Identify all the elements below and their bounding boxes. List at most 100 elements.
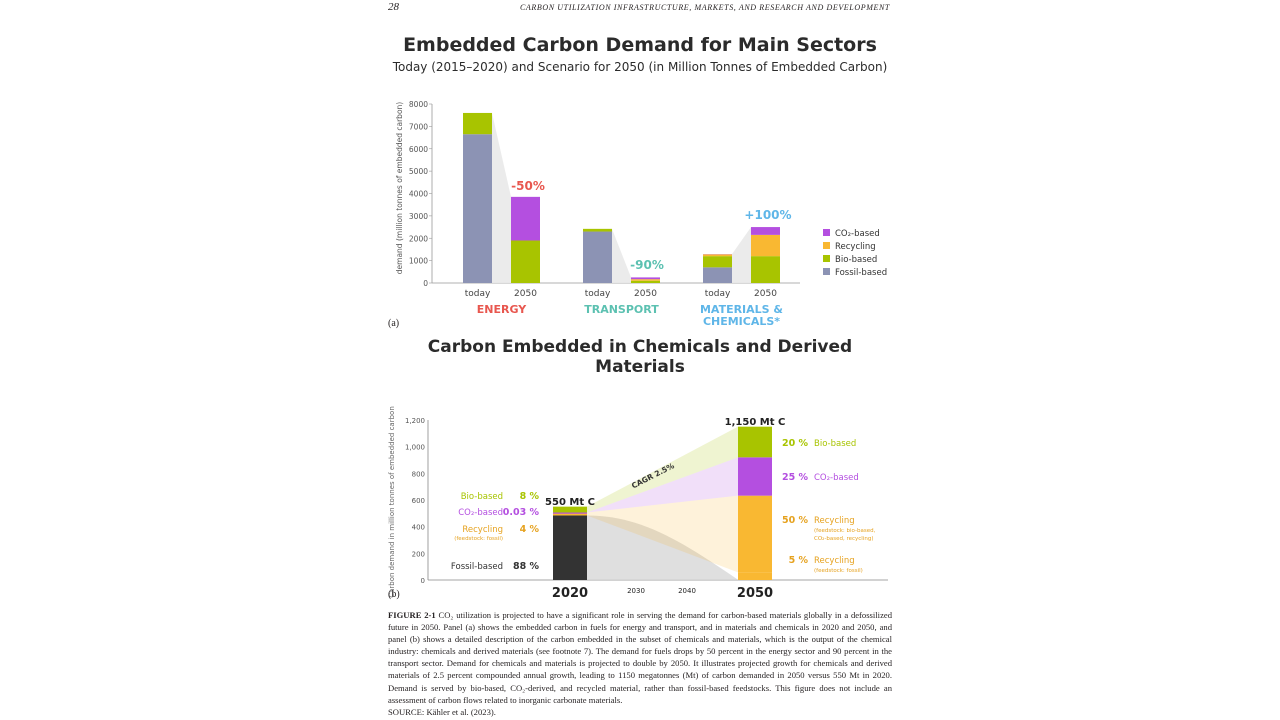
segment-pct-2020: 0.03 % xyxy=(503,507,540,518)
y-axis-label: demand (million tonnes of embedded carbo… xyxy=(395,102,404,275)
y-axis-label: Carbon demand in million tonnes of embed… xyxy=(388,406,396,598)
segment-label-2020: Recycling xyxy=(462,525,503,535)
bar-segment xyxy=(703,267,732,283)
caption-source: SOURCE: Kähler et al. (2023). xyxy=(388,706,496,717)
legend-label: Recycling xyxy=(835,242,876,252)
y-tick-label: 600 xyxy=(412,497,425,505)
segment-label-2020: Bio-based xyxy=(461,492,503,502)
legend-swatch xyxy=(823,242,830,249)
y-tick-label: 7000 xyxy=(409,122,428,131)
x-tick-label: today xyxy=(705,289,731,299)
total-2020: 550 Mt C xyxy=(545,497,595,508)
y-tick-label: 4000 xyxy=(409,190,428,199)
page-number: 28 xyxy=(388,1,399,13)
bar-segment xyxy=(751,234,780,257)
bar-segment xyxy=(631,277,660,280)
y-tick-label: 1,200 xyxy=(405,417,425,425)
y-tick-label: 400 xyxy=(412,524,425,532)
x-tick-label: 2030 xyxy=(627,587,645,595)
segment-label-2020: Fossil-based xyxy=(451,562,503,572)
total-2050: 1,150 Mt C xyxy=(725,417,786,428)
transition-fan xyxy=(492,112,511,283)
x-tick-label: 2020 xyxy=(552,586,588,601)
y-tick-label: 2000 xyxy=(409,234,428,243)
bar-2050-segment xyxy=(738,495,772,573)
change-label: +100% xyxy=(744,208,791,222)
bar-segment xyxy=(703,254,732,257)
transition-fan xyxy=(612,228,631,283)
bar-2050-segment xyxy=(738,457,772,496)
x-tick-label: today xyxy=(585,289,611,299)
caption-lead: FIGURE 2-1 xyxy=(388,610,436,620)
x-tick-label: 2050 xyxy=(737,586,773,601)
legend-label: Bio-based xyxy=(835,255,877,265)
x-tick-label: 2040 xyxy=(678,587,696,595)
segment-pct-2050: 50 % xyxy=(782,515,809,526)
x-tick-label: 2050 xyxy=(634,289,657,299)
bar-segment xyxy=(751,256,780,283)
segment-sub-2020: (feedstock: fossil) xyxy=(454,536,503,542)
group-label: MATERIALS & xyxy=(700,303,783,316)
bar-segment xyxy=(511,240,540,283)
group-label: TRANSPORT xyxy=(584,303,659,316)
segment-pct-2050: 5 % xyxy=(789,555,809,566)
segment-label-2020: CO₂-based xyxy=(458,508,503,518)
x-tick-label: 2050 xyxy=(514,289,537,299)
bar-segment xyxy=(703,256,732,268)
bar-2020-segment xyxy=(553,512,587,514)
segment-label-2050: CO₂-based xyxy=(814,473,859,483)
legend-swatch xyxy=(823,229,830,236)
x-tick-label: today xyxy=(465,289,491,299)
y-tick-label: 1,000 xyxy=(405,444,425,452)
group-label: ENERGY xyxy=(477,303,527,316)
segment-label-2050: Bio-based xyxy=(814,439,856,449)
bar-segment xyxy=(631,279,660,281)
segment-label-2050: Recycling xyxy=(814,516,855,526)
running-title: CARBON UTILIZATION INFRASTRUCTURE, MARKE… xyxy=(520,3,890,12)
legend-swatch xyxy=(823,268,830,275)
y-tick-label: 3000 xyxy=(409,212,428,221)
y-tick-label: 800 xyxy=(412,470,425,478)
group-label: CHEMICALS* xyxy=(703,315,780,328)
segment-label-2050: Recycling xyxy=(814,556,855,566)
segment-sub-2050: (feedstock: bio-based, xyxy=(814,528,876,534)
flow-band xyxy=(587,457,738,513)
panel-a-subtitle: Today (2015–2020) and Scenario for 2050 … xyxy=(392,60,888,74)
segment-pct-2020: 8 % xyxy=(520,491,540,502)
bar-segment xyxy=(751,227,780,235)
bar-segment xyxy=(583,231,612,283)
segment-pct-2020: 4 % xyxy=(520,524,540,535)
flow-band xyxy=(587,495,738,573)
y-tick-label: 1000 xyxy=(409,257,428,266)
bar-segment xyxy=(511,196,540,241)
change-label: -50% xyxy=(511,179,545,193)
bar-segment xyxy=(631,280,660,283)
bar-2050-segment xyxy=(738,426,772,458)
bar-2020-segment xyxy=(553,515,587,580)
flow-band xyxy=(587,426,738,513)
legend-label: Fossil-based xyxy=(835,268,887,278)
transition-fan xyxy=(732,227,751,283)
segment-pct-2050: 25 % xyxy=(782,472,809,483)
panel-a-title: Embedded Carbon Demand for Main Sectors xyxy=(403,34,877,56)
bar-segment xyxy=(583,228,612,232)
change-label: -90% xyxy=(630,258,664,272)
caption-text: CO₂ utilization is projected to have a s… xyxy=(388,610,892,705)
flow-band xyxy=(587,515,738,580)
y-tick-label: 0 xyxy=(423,279,428,288)
bar-segment xyxy=(463,112,492,135)
y-tick-label: 6000 xyxy=(409,145,428,154)
bar-segment xyxy=(463,134,492,283)
bar-2050-segment xyxy=(738,572,772,580)
segment-sub-2050: (feedstock: fossil) xyxy=(814,568,863,574)
x-tick-label: 2050 xyxy=(754,289,777,299)
legend-label: CO₂-based xyxy=(835,229,880,239)
y-tick-label: 8000 xyxy=(409,100,428,109)
panel-b-title: Carbon Embedded in Chemicals and Derived… xyxy=(427,337,853,377)
figure-caption: FIGURE 2-1 CO₂ utilization is projected … xyxy=(388,609,892,718)
legend-swatch xyxy=(823,255,830,262)
bar-2020-segment xyxy=(553,512,587,516)
segment-sub-2050: CO₂-based, recycling) xyxy=(814,536,873,542)
